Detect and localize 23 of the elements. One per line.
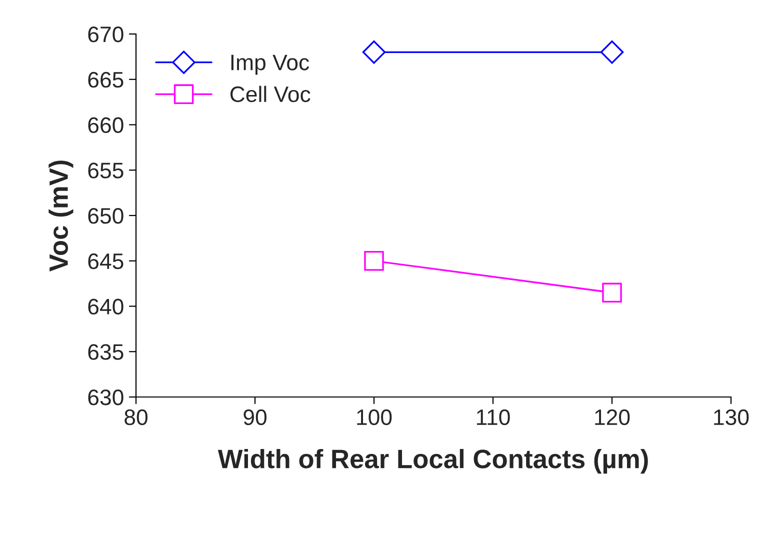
x-tick-label: 130 — [714, 409, 749, 426]
y-tick-label: 655 — [88, 162, 124, 178]
y-tick-label: 670 — [88, 26, 124, 42]
point — [362, 40, 386, 64]
y-tick-label: 665 — [88, 72, 124, 88]
legend-label: Cell Voc — [230, 86, 310, 102]
legend-label: Imp Voc — [231, 54, 310, 75]
y-axis-title: Voc (mV) — [48, 160, 74, 272]
y-tick-label: 650 — [88, 208, 124, 224]
x-tick-label: 80 — [124, 409, 148, 426]
x-tick-label: 90 — [244, 409, 266, 426]
y-tick-label: 660 — [88, 117, 124, 134]
y-tick-label: 630 — [88, 390, 124, 406]
point — [600, 40, 624, 64]
point — [602, 282, 622, 302]
y-tick-label: 640 — [88, 298, 124, 315]
point — [364, 251, 384, 271]
y-tick-label: 635 — [88, 344, 124, 360]
y-tick-label: 645 — [88, 253, 124, 270]
x-tick-label: 120 — [595, 409, 630, 426]
x-tick-label: 110 — [476, 409, 510, 426]
x-tick-label: 100 — [357, 409, 392, 426]
x-axis-title: Width of Rear Local Contacts (µm) — [218, 448, 648, 474]
